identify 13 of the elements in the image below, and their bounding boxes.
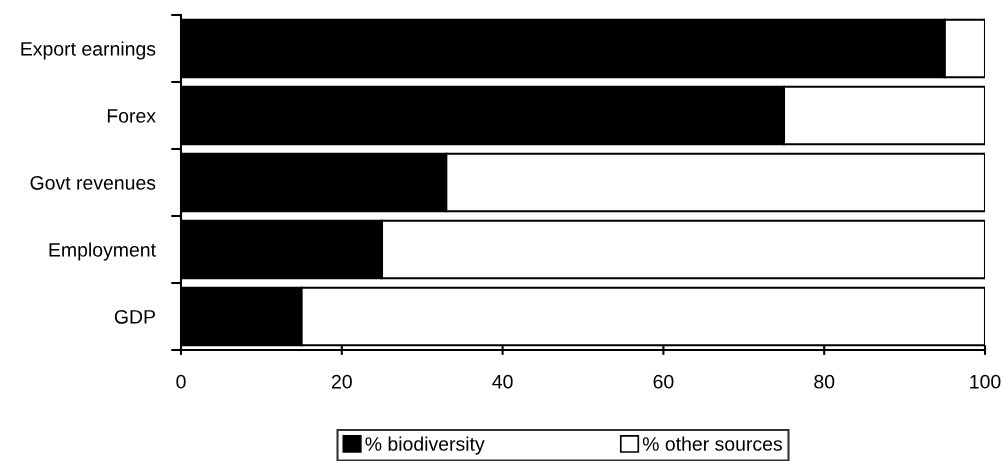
- x-tick-label: 80: [814, 374, 835, 389]
- x-tick-label: 20: [331, 374, 352, 389]
- x-tick-label: 40: [492, 374, 513, 389]
- y-tick-label: Govt revenues: [30, 175, 156, 190]
- y-tick-label: Employment: [49, 242, 156, 261]
- legend-label: % biodiversity: [365, 436, 485, 455]
- x-tick-label: 100: [970, 374, 1001, 389]
- x-tick-label: 0: [176, 374, 186, 389]
- x-tick-label: 60: [653, 374, 674, 389]
- y-tick-label: Export earnings: [21, 41, 156, 60]
- legend-label: % other sources: [642, 436, 782, 451]
- y-tick-label: GDP: [114, 309, 155, 324]
- y-tick-label: Forex: [107, 109, 156, 123]
